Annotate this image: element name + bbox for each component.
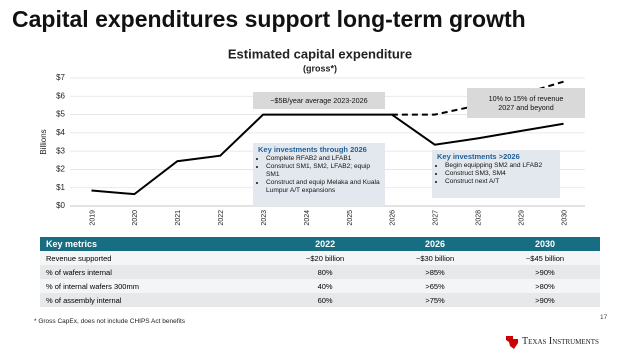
table-cell: % of internal wafers 300mm [40, 279, 271, 293]
table-row: % of wafers internal 80% >85% >90% [40, 265, 600, 279]
y-axis-label: Billions [39, 129, 48, 154]
bullet: Begin equipping SM2 and LFAB2 [445, 162, 555, 170]
slide-title: Capital expenditures support long-term g… [12, 6, 526, 32]
table-cell: % of wafers internal [40, 265, 271, 279]
x-tick-label: 2027 [433, 210, 440, 226]
y-tick-label: $2 [56, 165, 65, 174]
box-title: Key investments through 2026 [258, 145, 367, 154]
x-tick-label: 2026 [390, 210, 397, 226]
x-tick-label: 2028 [476, 210, 483, 226]
bullet: Construct and equip Melaka and Kuala Lum… [266, 179, 380, 195]
y-tick-label: $3 [56, 146, 65, 155]
page-number: 17 [600, 314, 608, 321]
logo: Texas Instruments [505, 333, 635, 353]
bullet: Construct SM1, SM2, LFAB2; equip SM1 [266, 163, 380, 179]
table-cell: Revenue supported [40, 251, 271, 265]
y-tick-label: $0 [56, 201, 65, 210]
table-row: Revenue supported ~$20 billion ~$30 billio… [40, 251, 600, 265]
annotation: 10% to 15% of revenue 2027 and beyond [467, 88, 585, 118]
header-row: Key metrics 2022 2026 2030 [40, 237, 600, 251]
table-cell: >90% [490, 265, 600, 279]
annotation: ~$5B/year average 2023-2026 [253, 92, 385, 109]
header-cell: Key metrics [40, 237, 271, 251]
table-cell: >75% [380, 293, 491, 307]
table-cell: ~$30 billion [380, 251, 491, 265]
header-cell: 2026 [380, 237, 491, 251]
table-cell: >65% [380, 279, 491, 293]
y-tick-label: $5 [56, 110, 65, 119]
investment-box: Key investments through 2026 Complete RF… [253, 143, 385, 206]
y-tick-label: $6 [56, 91, 65, 100]
logo-text: Texas Instruments [522, 336, 599, 347]
logo-icon [506, 336, 518, 349]
chart-title: Estimated capital expenditure [228, 46, 412, 61]
investment-box: Key investments >2026 Begin equipping SM… [432, 150, 560, 198]
box-title: Key investments >2026 [437, 152, 520, 161]
table-row: % of assembly internal 60% >75% >90% [40, 293, 600, 307]
bullet-list: Begin equipping SM2 and LFAB2Construct S… [437, 162, 555, 186]
bullet-list: Complete RFAB2 and LFAB1Construct SM1, S… [258, 155, 380, 195]
series-line [91, 113, 564, 196]
bullet: Construct next A/T [445, 178, 555, 186]
x-tick-label: 2022 [218, 210, 225, 226]
x-tick-label: 2025 [347, 210, 354, 226]
bullet: Construct SM3, SM4 [445, 170, 555, 178]
chart-subtitle: (gross*) [303, 63, 337, 73]
y-tick-label: $7 [56, 73, 65, 82]
header-cell: 2030 [490, 237, 600, 251]
header-cell: 2022 [270, 237, 381, 251]
table-row: % of internal wafers 300mm 40% >65% >80% [40, 279, 600, 293]
table-cell: 80% [270, 265, 381, 279]
table-cell: 40% [270, 279, 381, 293]
x-tick-label: 2029 [518, 210, 525, 226]
footnote: * Gross CapEx, does not include CHIPS Ac… [34, 318, 186, 325]
table-cell: >90% [490, 293, 600, 307]
table-cell: ~$45 billion [490, 251, 600, 265]
table-cell: 60% [270, 293, 381, 307]
y-tick-label: $4 [56, 128, 65, 137]
x-tick-label: 2023 [261, 210, 268, 226]
x-tick-label: 2019 [89, 210, 96, 226]
x-tick-label: 2020 [132, 210, 139, 226]
x-tick-label: 2021 [175, 210, 182, 226]
table-cell: ~$20 billion [270, 251, 381, 265]
y-tick-label: $1 [56, 183, 65, 192]
bullet: Complete RFAB2 and LFAB1 [266, 155, 380, 163]
table-cell: >85% [380, 265, 491, 279]
metrics-table: Key metrics 2022 2026 2030 Revenue supported… [40, 237, 600, 307]
x-tick-label: 2030 [561, 210, 568, 226]
table-cell: % of assembly internal [40, 293, 271, 307]
x-tick-label: 2024 [304, 210, 311, 226]
table-cell: >80% [490, 279, 600, 293]
